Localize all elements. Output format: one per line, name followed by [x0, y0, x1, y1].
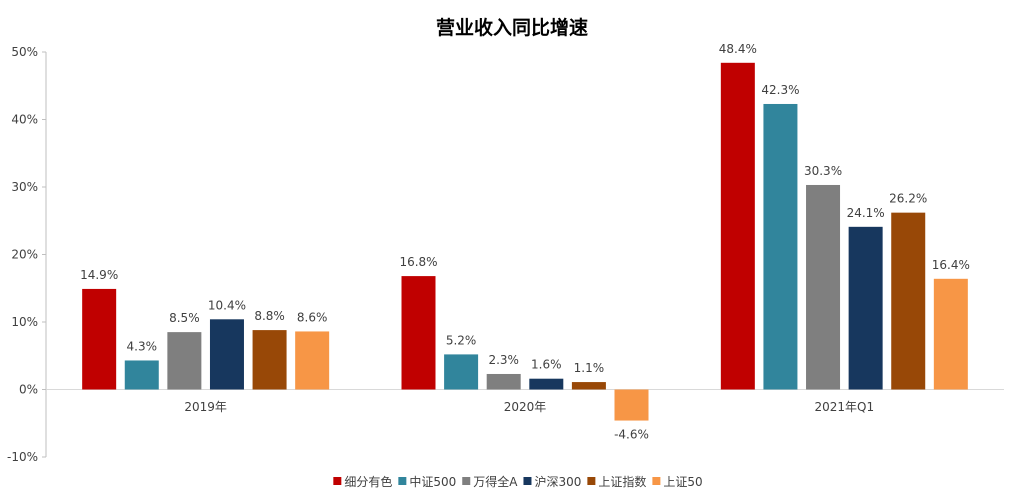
legend-swatch: [398, 477, 407, 485]
bar: [167, 332, 202, 390]
data-label: 8.5%: [169, 311, 200, 325]
axes: -10% 0% 10% 20% 30% 40% 50% 2019年 2020年 2021年Q1: [7, 45, 1004, 464]
bar: [614, 389, 649, 421]
data-label: 1.1%: [574, 361, 605, 375]
x-category-label: 2020年: [504, 400, 547, 414]
x-category-label: 2019年: [184, 400, 227, 414]
bar: [124, 360, 159, 390]
bar: [295, 331, 330, 390]
bar: [848, 226, 883, 390]
legend-item: 上证50: [652, 475, 703, 489]
bar: [933, 278, 968, 390]
data-label: 24.1%: [847, 206, 885, 220]
y-tick-label: 20%: [11, 248, 38, 262]
legend-item: 沪深300: [523, 475, 581, 489]
legend-label: 中证500: [409, 474, 456, 489]
bar: [82, 288, 117, 390]
bars: 14.9% 4.3% 8.5% 10.4% 8.8% 8.6% 16.8% 5.2% 2.3% 1…: [80, 42, 970, 442]
legend-label: 万得全A: [473, 474, 518, 489]
bar: [763, 103, 798, 390]
legend: 细分有色 中证500 万得全A 沪深300 上证指数 上证50: [333, 474, 703, 489]
data-label: 1.6%: [531, 358, 562, 372]
data-label: 14.9%: [80, 268, 118, 282]
data-label: 16.4%: [932, 258, 970, 272]
bar: [891, 212, 926, 390]
bar: [571, 382, 606, 390]
bar: [252, 330, 287, 390]
bar: [720, 62, 755, 390]
data-label: 5.2%: [446, 333, 477, 347]
legend-swatch: [462, 477, 471, 485]
legend-label: 细分有色: [344, 475, 392, 489]
legend-swatch: [523, 477, 532, 485]
x-category-label: 2021年Q1: [815, 400, 875, 414]
data-label: -4.6%: [614, 428, 649, 442]
legend-label: 上证指数: [598, 474, 646, 489]
data-label: 26.2%: [889, 192, 927, 206]
y-tick-label: 40%: [11, 113, 38, 127]
data-label: 42.3%: [761, 83, 799, 97]
legend-item: 万得全A: [462, 474, 518, 489]
legend-item: 上证指数: [587, 474, 646, 489]
y-tick-label: 10%: [11, 315, 38, 329]
data-label: 8.6%: [297, 310, 328, 324]
legend-swatch: [652, 477, 661, 485]
data-label: 4.3%: [127, 339, 158, 353]
y-tick-label: 30%: [11, 180, 38, 194]
legend-label: 上证50: [663, 475, 702, 489]
chart-title: 营业收入同比增速: [436, 16, 588, 39]
legend-label: 沪深300: [534, 475, 581, 489]
bar: [806, 184, 841, 390]
data-label: 16.8%: [399, 255, 437, 269]
bar: [444, 354, 479, 390]
data-label: 8.8%: [254, 309, 285, 323]
legend-swatch: [587, 477, 596, 485]
legend-swatch: [333, 477, 342, 485]
data-label: 2.3%: [488, 353, 519, 367]
legend-item: 细分有色: [333, 475, 392, 489]
bar: [486, 373, 521, 390]
data-label: 48.4%: [719, 42, 757, 56]
y-tick-label: 0%: [19, 383, 38, 397]
y-tick-label: 50%: [11, 45, 38, 59]
data-label: 10.4%: [208, 298, 246, 312]
bar: [529, 378, 564, 390]
bar: [401, 276, 436, 390]
y-tick-label: -10%: [7, 450, 38, 464]
data-label: 30.3%: [804, 164, 842, 178]
bar: [209, 319, 244, 390]
legend-item: 中证500: [398, 474, 456, 489]
